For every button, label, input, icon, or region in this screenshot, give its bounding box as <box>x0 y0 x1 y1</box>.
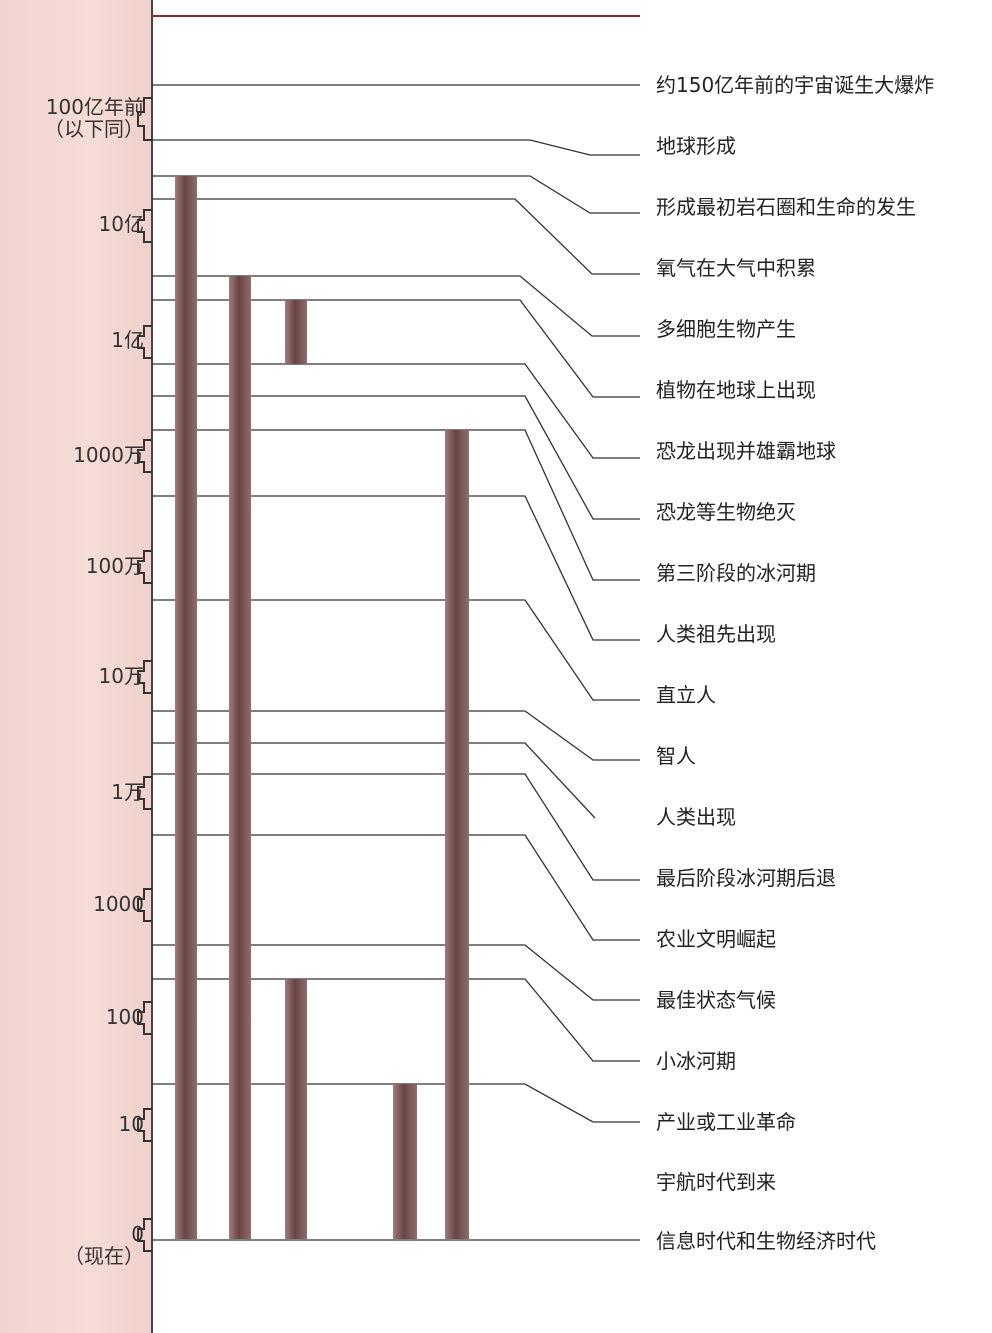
axis-tick <box>137 776 152 810</box>
event-line <box>152 395 640 520</box>
event-line <box>152 599 640 701</box>
event-line <box>152 139 640 156</box>
axis-label-100: 100 <box>105 1005 144 1029</box>
axis-label-100k: 10万 <box>98 664 144 688</box>
event-label: 最佳状态气候 <box>656 988 776 1012</box>
axis-tick <box>137 1218 152 1252</box>
event-label: 农业文明崛起 <box>656 927 776 951</box>
era-bar <box>175 176 197 1239</box>
event-line <box>152 1083 640 1123</box>
event-label: 人类祖先出现 <box>656 622 776 646</box>
event-line <box>152 773 640 881</box>
event-label: 恐龙出现并雄霸地球 <box>656 439 836 463</box>
event-label: 信息时代和生物经济时代 <box>656 1229 876 1253</box>
event-line <box>152 978 640 1062</box>
axis-tick <box>137 888 152 922</box>
axis-tick <box>137 209 152 243</box>
axis-label-10k: 1万 <box>111 780 144 804</box>
event-label: 多细胞生物产生 <box>656 317 796 341</box>
event-line <box>152 175 640 214</box>
era-bar <box>445 430 469 1239</box>
event-label: 恐龙等生物绝灭 <box>656 500 796 524</box>
era-bar <box>285 300 307 364</box>
axis-label-100m: 1亿 <box>111 328 144 352</box>
event-line <box>152 495 640 641</box>
event-line <box>152 429 640 581</box>
event-line <box>152 275 640 337</box>
axis-tick <box>137 550 152 584</box>
event-label: 宇航时代到来 <box>656 1170 776 1194</box>
era-bar <box>229 276 251 1239</box>
event-line <box>152 834 640 941</box>
event-label: 约150亿年前的宇宙诞生大爆炸 <box>656 73 935 97</box>
axis-tick <box>137 325 152 359</box>
event-label: 小冰河期 <box>656 1049 736 1073</box>
event-line <box>152 299 640 398</box>
axis-label-10m: 1000万 <box>73 443 144 467</box>
event-line <box>152 710 640 761</box>
event-label: 人类出现 <box>656 805 736 829</box>
axis-tick <box>137 1108 152 1142</box>
axis-label-1b: 10亿 <box>98 212 144 236</box>
era-bar <box>393 1084 417 1239</box>
event-line <box>152 742 596 819</box>
event-label: 最后阶段冰河期后退 <box>656 866 836 890</box>
era-bar <box>285 979 307 1239</box>
event-line <box>152 363 640 459</box>
event-label: 产业或工业革命 <box>656 1110 796 1134</box>
event-label: 智人 <box>656 744 696 768</box>
axis-tick <box>137 439 152 473</box>
event-label: 氧气在大气中积累 <box>656 256 816 280</box>
event-line <box>152 944 640 1001</box>
axis-tick <box>137 1001 152 1035</box>
event-label: 直立人 <box>656 683 716 707</box>
event-label: 植物在地球上出现 <box>656 378 816 402</box>
axis-tick <box>137 97 152 141</box>
axis-label-1m: 100万 <box>85 554 144 578</box>
time-axis-panel <box>0 0 152 1333</box>
event-line <box>152 198 640 275</box>
event-label: 形成最初岩石圈和生命的发生 <box>656 195 916 219</box>
axis-label-1000: 1000 <box>93 892 144 916</box>
axis-label-10b: 100亿年前 （以下同） <box>44 95 144 141</box>
event-label: 地球形成 <box>656 134 736 158</box>
axis-tick <box>137 660 152 694</box>
event-label: 第三阶段的冰河期 <box>656 561 816 585</box>
